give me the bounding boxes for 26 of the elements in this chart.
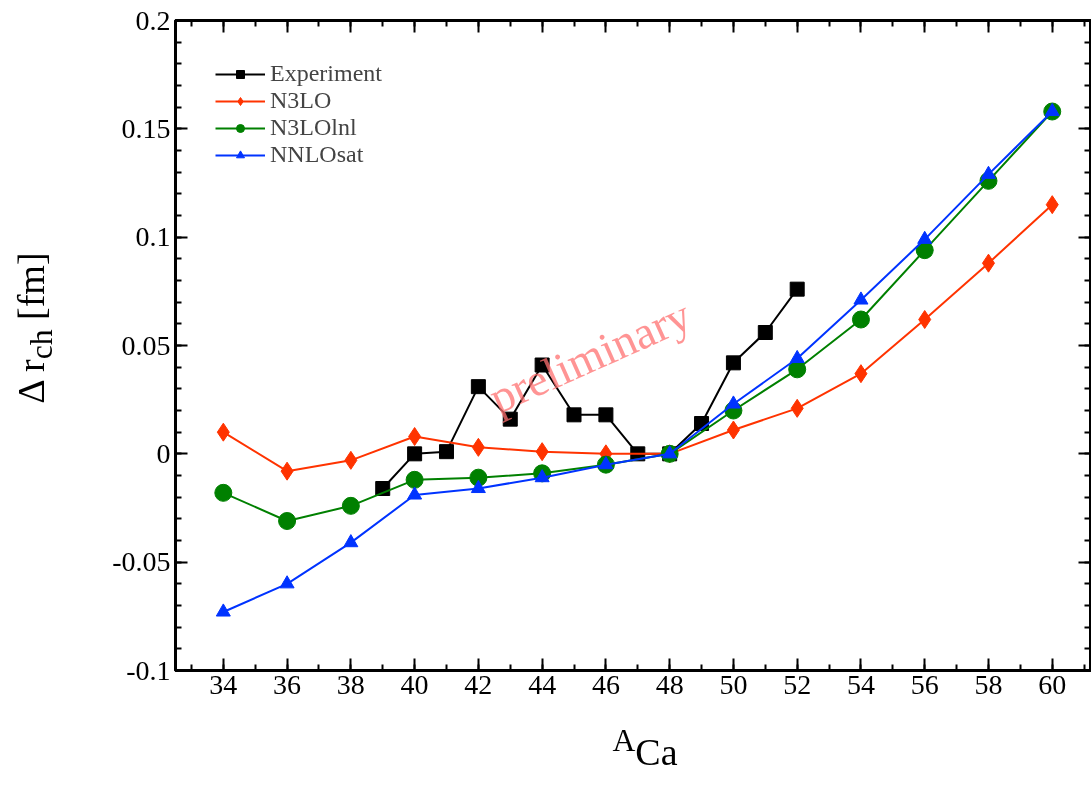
x-tick-label: 34 bbox=[209, 668, 238, 700]
y-tick-label: 0 bbox=[156, 437, 171, 469]
y-tick-label: 0.1 bbox=[135, 221, 171, 253]
legend-label: NNLOsat bbox=[270, 141, 364, 168]
x-tick-label: 50 bbox=[719, 668, 748, 700]
x-tick-label: 58 bbox=[974, 668, 1003, 700]
x-axis-title: $^{A}$Ca bbox=[612, 723, 678, 773]
y-tick-label: 0.2 bbox=[135, 4, 171, 36]
y-tick-label: 0.15 bbox=[121, 112, 171, 144]
x-tick-label: 38 bbox=[336, 668, 365, 700]
x-tick-label: 44 bbox=[528, 668, 557, 700]
x-tick-label: 42 bbox=[464, 668, 493, 700]
x-tick-label: 48 bbox=[655, 668, 684, 700]
y-tick-label: 0.05 bbox=[121, 329, 171, 361]
x-tick-label: 56 bbox=[910, 668, 939, 700]
x-tick-label: 36 bbox=[273, 668, 302, 700]
legend-label: N3LOlnl bbox=[270, 114, 357, 141]
x-tick-label: 46 bbox=[591, 668, 620, 700]
y-tick-label: -0.1 bbox=[126, 654, 171, 686]
legend-label: N3LO bbox=[270, 87, 332, 114]
x-tick-label: 60 bbox=[1038, 668, 1067, 700]
y-tick-label: -0.05 bbox=[112, 546, 171, 578]
legend-label: Experiment bbox=[270, 60, 382, 87]
x-tick-label: 54 bbox=[846, 668, 875, 700]
x-tick-label: 52 bbox=[783, 668, 812, 700]
x-tick-label: 40 bbox=[400, 668, 429, 700]
